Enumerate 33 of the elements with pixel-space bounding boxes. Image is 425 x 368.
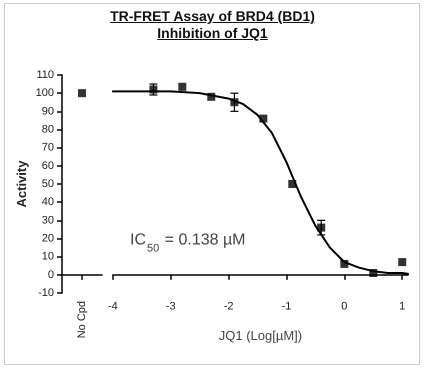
y-tick-label: 110 xyxy=(36,69,54,81)
point xyxy=(340,260,348,268)
x-axis-title: JQ1 (Log[µM]) xyxy=(218,328,302,343)
y-tick-label: 100 xyxy=(36,87,54,100)
point xyxy=(288,180,296,188)
point xyxy=(398,258,406,266)
y-tick-label: 0 xyxy=(48,268,54,281)
point xyxy=(149,86,158,94)
x-tick-label: -2 xyxy=(224,300,234,312)
y-tick-label: 10 xyxy=(42,250,54,263)
y-tick-label: 90 xyxy=(42,105,54,118)
point xyxy=(317,224,326,232)
y-tick-label: 70 xyxy=(42,142,54,154)
point xyxy=(207,92,216,101)
x-tick-label: -1 xyxy=(282,300,292,312)
y-tick-label: 20 xyxy=(42,232,54,244)
y-tick-label: 30 xyxy=(42,214,54,226)
point xyxy=(369,269,378,278)
x-tick-label: 1 xyxy=(399,300,406,312)
y-tick-label: 40 xyxy=(42,196,54,208)
y-tick-label: -10 xyxy=(38,287,54,299)
x-tick-label: -4 xyxy=(108,300,118,312)
x-tick-label: -3 xyxy=(166,300,176,312)
x-tick-label: No Cpd xyxy=(76,301,88,338)
y-tick-label: 60 xyxy=(42,160,54,172)
point xyxy=(230,98,238,106)
x-tick-label: 0 xyxy=(341,300,348,312)
y-tick-label: 50 xyxy=(42,178,54,190)
point xyxy=(178,82,186,91)
point xyxy=(259,114,268,123)
y-axis-title: Activity xyxy=(14,160,29,208)
y-tick-label: 80 xyxy=(42,124,54,136)
chart-title: TR-FRET Assay of BRD4 (BD1) Inhibition of JQ1 xyxy=(109,8,316,42)
